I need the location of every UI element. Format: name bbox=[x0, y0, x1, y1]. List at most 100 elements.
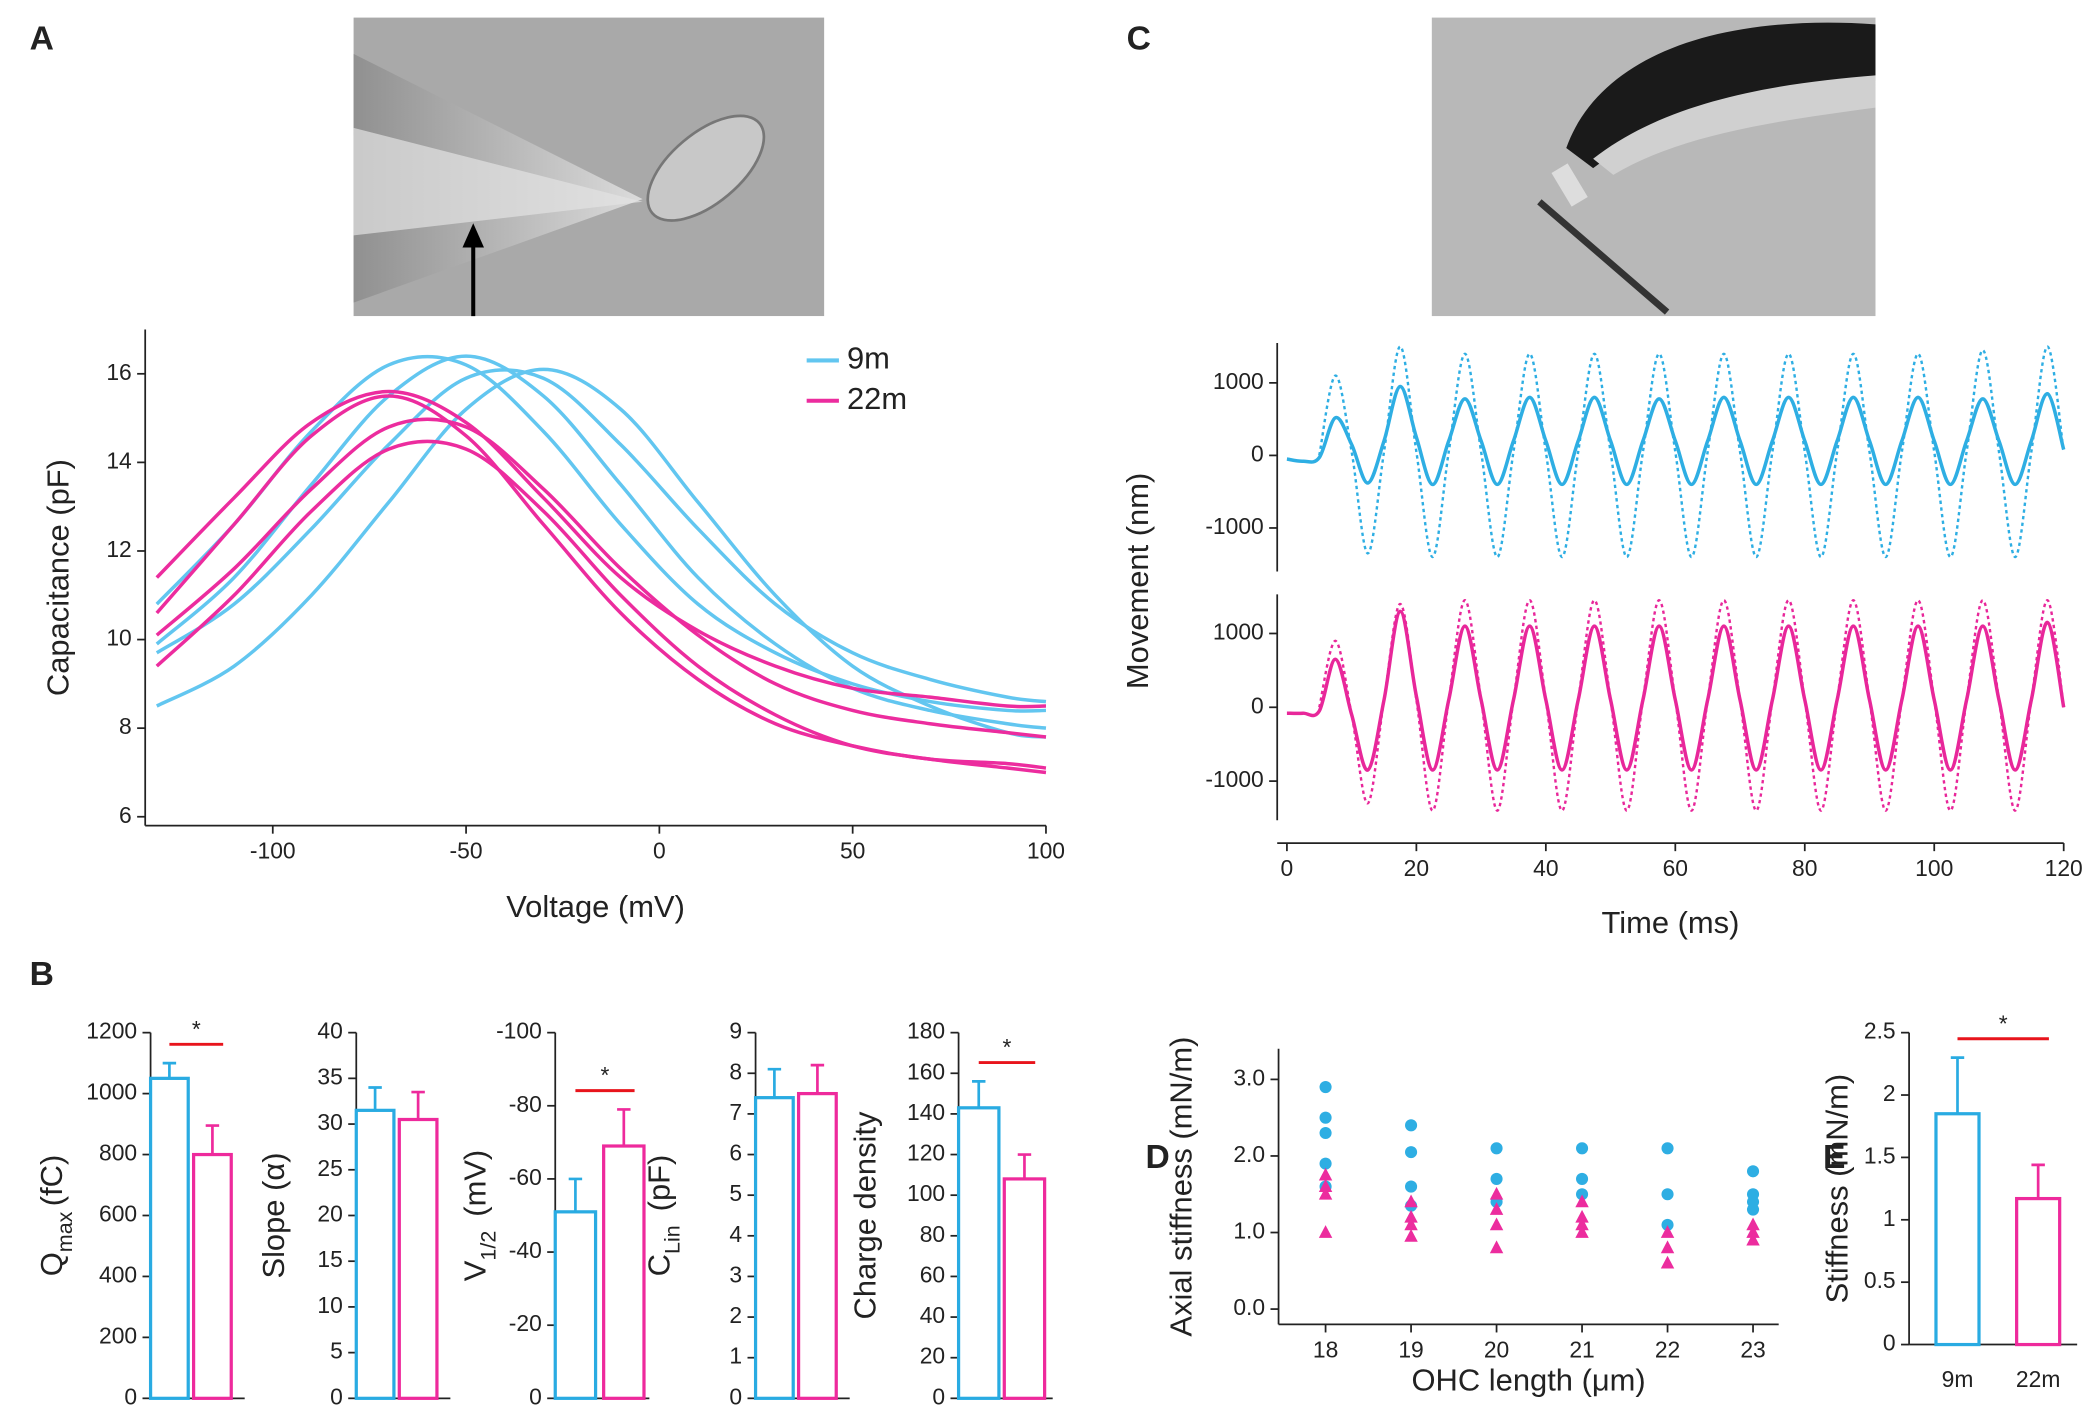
y-tick-label: 10 bbox=[317, 1292, 342, 1318]
point bbox=[1490, 1172, 1503, 1185]
error-bar bbox=[972, 1080, 986, 1108]
y-tick-label: 30 bbox=[317, 1109, 342, 1135]
panel-label: E bbox=[1823, 1139, 1845, 1176]
y-tick-label: 80 bbox=[920, 1221, 945, 1247]
x-tick-label: 22m bbox=[2016, 1366, 2060, 1392]
x-tick-label: 80 bbox=[1792, 855, 1817, 881]
line bbox=[155, 389, 1046, 709]
bar bbox=[1934, 1112, 1981, 1347]
point bbox=[1746, 1217, 1760, 1231]
error-bar bbox=[162, 1061, 177, 1079]
y-axis-label: Capacitance (pF) bbox=[41, 459, 76, 696]
y-tick-label: 14 bbox=[106, 447, 132, 473]
error-bar bbox=[1017, 1153, 1032, 1179]
y-tick-label: 2 bbox=[729, 1302, 742, 1328]
point bbox=[1660, 1240, 1675, 1254]
y-tick-label: -100 bbox=[496, 1018, 542, 1044]
y-tick-label: 140 bbox=[907, 1099, 945, 1125]
y-tick-label: 120 bbox=[907, 1140, 945, 1166]
y-tick-label: 0.5 bbox=[1864, 1267, 1896, 1293]
y-axis-label-part: Q bbox=[34, 1252, 69, 1276]
y-tick-label: 25 bbox=[317, 1155, 342, 1181]
panel-label: D bbox=[1145, 1139, 1169, 1176]
y-axis-label: Stiffness (mN/m) bbox=[1819, 1074, 1854, 1304]
y-tick-label: 400 bbox=[99, 1261, 137, 1287]
bar bbox=[2015, 1196, 2062, 1347]
point bbox=[1404, 1228, 1418, 1242]
y-axis-label-part: (pF) bbox=[642, 1155, 677, 1220]
point bbox=[1661, 1218, 1674, 1231]
y-axis-label: V1/2 (mV) bbox=[457, 1150, 500, 1281]
x-tick-label: 100 bbox=[1915, 855, 1953, 881]
y-tick-label: 6 bbox=[729, 1140, 742, 1166]
line bbox=[155, 394, 1047, 770]
x-tick-label: 0 bbox=[1281, 855, 1294, 881]
point bbox=[1404, 1194, 1418, 1208]
y-tick-label: 0 bbox=[529, 1383, 542, 1409]
x-tick-label: 20 bbox=[1404, 855, 1429, 881]
y-axis-label-part: max bbox=[52, 1211, 76, 1252]
bar bbox=[397, 1117, 439, 1400]
y-tick-label: 0 bbox=[1251, 440, 1264, 466]
point bbox=[1746, 1203, 1760, 1216]
line bbox=[155, 368, 1047, 704]
point bbox=[1575, 1172, 1589, 1185]
y-tick-label: 60 bbox=[920, 1261, 945, 1287]
bar bbox=[753, 1096, 795, 1400]
x-tick-label: 19 bbox=[1398, 1336, 1423, 1362]
point bbox=[1746, 1232, 1760, 1246]
y-tick-label: 2 bbox=[1883, 1080, 1896, 1106]
y-tick-label: 5 bbox=[330, 1338, 343, 1364]
y-tick-label: 35 bbox=[317, 1063, 342, 1089]
point bbox=[1489, 1240, 1504, 1254]
bar bbox=[148, 1076, 190, 1400]
y-tick-label: 4 bbox=[729, 1221, 742, 1247]
panel-label: B bbox=[30, 956, 54, 993]
point bbox=[1318, 1167, 1333, 1181]
y-axis-label-part: C bbox=[642, 1254, 677, 1276]
x-tick-label: 22 bbox=[1655, 1336, 1680, 1362]
y-axis-label-part: Lin bbox=[660, 1225, 684, 1254]
x-axis-label: Time (ms) bbox=[1602, 905, 1740, 940]
y-axis-label: CLin (pF) bbox=[642, 1155, 685, 1277]
y-tick-label: -60 bbox=[509, 1164, 542, 1190]
point bbox=[1575, 1194, 1589, 1208]
y-tick-label: 800 bbox=[99, 1140, 137, 1166]
significance-label: * bbox=[1003, 1034, 1012, 1060]
point bbox=[1746, 1165, 1760, 1178]
error-bar bbox=[767, 1067, 782, 1098]
x-tick-label: 40 bbox=[1533, 855, 1558, 881]
y-tick-label: -80 bbox=[509, 1091, 542, 1117]
y-tick-label: -1000 bbox=[1205, 513, 1263, 539]
y-tick-label: 100 bbox=[907, 1180, 945, 1206]
y-tick-label: 0 bbox=[932, 1383, 945, 1409]
y-tick-label: 1.0 bbox=[1233, 1218, 1265, 1244]
y-tick-label: 16 bbox=[106, 359, 131, 385]
point bbox=[1404, 1217, 1418, 1231]
y-tick-label: 160 bbox=[907, 1058, 945, 1084]
bar bbox=[956, 1106, 1001, 1400]
y-tick-label: 40 bbox=[317, 1018, 342, 1044]
y-tick-label: 3 bbox=[729, 1261, 742, 1287]
x-tick-label: 0 bbox=[653, 838, 666, 864]
point bbox=[1404, 1209, 1418, 1223]
y-tick-label: 0 bbox=[729, 1383, 742, 1409]
y-axis-label: Slope (α) bbox=[256, 1152, 291, 1278]
panel-label: C bbox=[1127, 20, 1151, 57]
line bbox=[1286, 384, 2066, 487]
point bbox=[1661, 1188, 1674, 1201]
y-tick-label: 200 bbox=[99, 1322, 137, 1348]
x-tick-label: 20 bbox=[1484, 1336, 1509, 1362]
significance-label: * bbox=[192, 1016, 201, 1042]
y-tick-label: 0 bbox=[1883, 1330, 1896, 1356]
point bbox=[1489, 1186, 1504, 1200]
line bbox=[1286, 609, 2066, 772]
y-tick-label: 20 bbox=[920, 1343, 945, 1369]
x-tick-label: -100 bbox=[250, 838, 296, 864]
y-tick-label: 8 bbox=[119, 713, 132, 739]
y-tick-label: 8 bbox=[729, 1058, 742, 1084]
y-axis-label-part: V bbox=[457, 1260, 492, 1281]
point bbox=[1661, 1142, 1674, 1155]
y-axis-label: Qmax (fC) bbox=[34, 1155, 77, 1277]
